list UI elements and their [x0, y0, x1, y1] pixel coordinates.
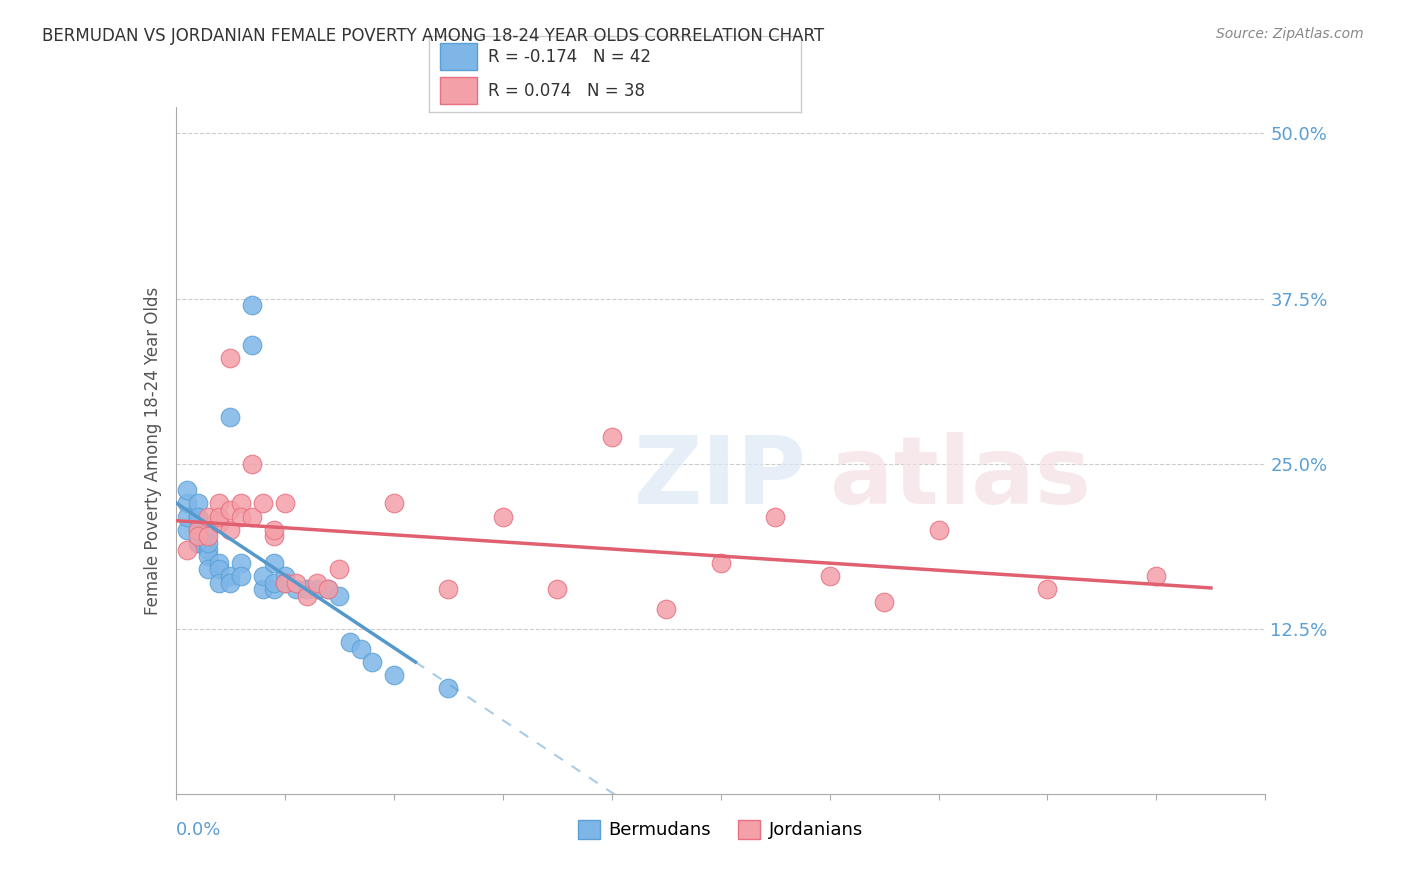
Point [186, 509, 209, 524]
Point [219, 569, 242, 583]
Point [263, 556, 285, 570]
Point [274, 575, 297, 590]
Text: 0.0%: 0.0% [176, 822, 221, 839]
Point [284, 582, 307, 596]
Point [873, 595, 896, 609]
Point [382, 496, 405, 510]
Point [231, 496, 253, 510]
Point [928, 523, 950, 537]
Point [197, 523, 219, 537]
Point [197, 562, 219, 576]
Point [360, 655, 382, 669]
Point [208, 496, 231, 510]
Point [186, 523, 209, 537]
Point [240, 338, 263, 352]
Point [186, 536, 209, 550]
Point [208, 516, 231, 530]
Point [437, 681, 460, 696]
Point [231, 569, 253, 583]
Bar [440, 78, 477, 104]
Point [208, 562, 231, 576]
Point [252, 569, 274, 583]
Text: BERMUDAN VS JORDANIAN FEMALE POVERTY AMONG 18-24 YEAR OLDS CORRELATION CHART: BERMUDAN VS JORDANIAN FEMALE POVERTY AMO… [42, 27, 824, 45]
Point [655, 602, 678, 616]
Point [176, 509, 198, 524]
Point [263, 582, 285, 596]
Point [240, 509, 263, 524]
Point [231, 556, 253, 570]
Point [240, 457, 263, 471]
Point [339, 635, 361, 649]
Point [382, 668, 405, 682]
Point [219, 523, 242, 537]
Point [186, 536, 209, 550]
Text: R = 0.074   N = 38: R = 0.074 N = 38 [488, 82, 645, 100]
Point [176, 496, 198, 510]
Point [307, 582, 329, 596]
Point [231, 509, 253, 524]
Point [208, 575, 231, 590]
Point [197, 536, 219, 550]
Point [763, 509, 786, 524]
Point [252, 496, 274, 510]
Point [307, 575, 329, 590]
Text: R = -0.174   N = 42: R = -0.174 N = 42 [488, 47, 651, 65]
Point [318, 582, 340, 596]
Text: Source: ZipAtlas.com: Source: ZipAtlas.com [1216, 27, 1364, 41]
Point [284, 575, 307, 590]
Point [274, 569, 297, 583]
Bar [440, 43, 477, 70]
Point [318, 582, 340, 596]
Point [197, 549, 219, 563]
Text: ZIP: ZIP [633, 432, 806, 524]
Point [1036, 582, 1059, 596]
Point [208, 556, 231, 570]
Point [208, 509, 231, 524]
Point [295, 589, 318, 603]
Point [197, 509, 219, 524]
Point [219, 503, 242, 517]
Text: atlas: atlas [830, 432, 1091, 524]
Point [197, 542, 219, 557]
Point [186, 523, 209, 537]
Point [219, 575, 242, 590]
Point [176, 542, 198, 557]
Point [186, 529, 209, 543]
Legend: Bermudans, Jordanians: Bermudans, Jordanians [571, 813, 870, 847]
Point [219, 410, 242, 425]
Point [176, 523, 198, 537]
Point [328, 589, 350, 603]
Point [437, 582, 460, 596]
Point [176, 483, 198, 497]
Point [263, 523, 285, 537]
Point [252, 582, 274, 596]
Point [274, 496, 297, 510]
Point [219, 351, 242, 365]
Point [818, 569, 841, 583]
Y-axis label: Female Poverty Among 18-24 Year Olds: Female Poverty Among 18-24 Year Olds [143, 286, 162, 615]
Point [1144, 569, 1167, 583]
Point [186, 509, 209, 524]
Point [274, 575, 297, 590]
Point [197, 529, 219, 543]
Point [710, 556, 733, 570]
Point [492, 509, 515, 524]
Point [328, 562, 350, 576]
Point [600, 430, 623, 444]
Point [186, 496, 209, 510]
Point [263, 575, 285, 590]
Point [350, 641, 373, 656]
Point [546, 582, 568, 596]
Point [263, 529, 285, 543]
Point [240, 298, 263, 312]
Point [295, 582, 318, 596]
